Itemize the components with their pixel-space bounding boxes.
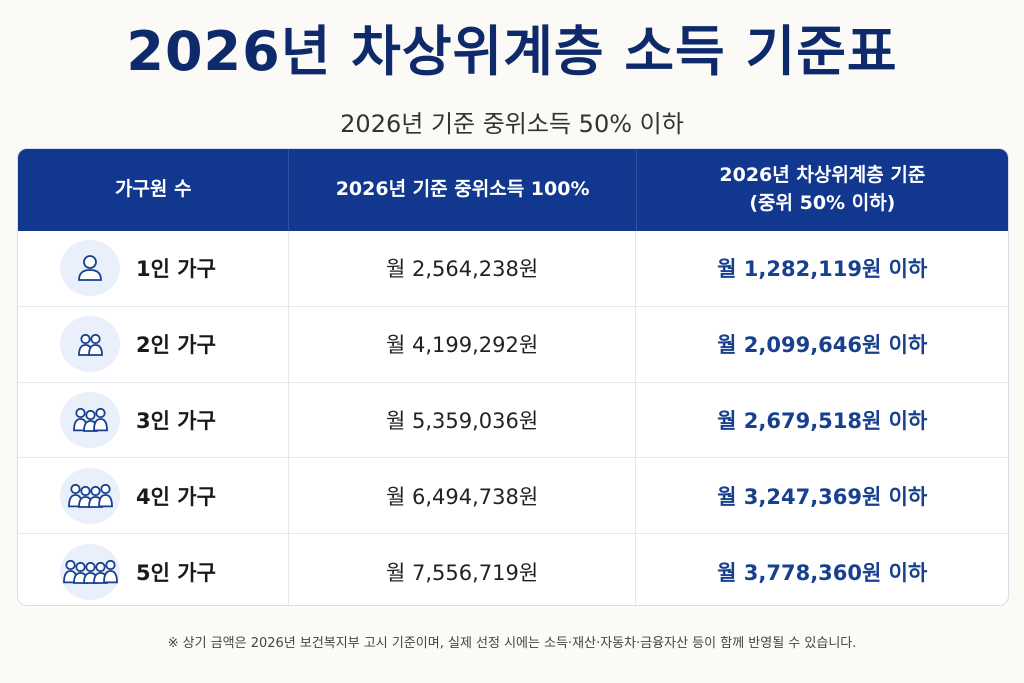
four-people-icon xyxy=(60,467,120,524)
threshold-cell: 월 2,679,518원 이하 xyxy=(636,383,1008,458)
person-icon xyxy=(60,240,120,297)
threshold-value: 월 3,247,369원 이하 xyxy=(717,484,928,509)
median-income-value: 월 2,564,238원 xyxy=(385,257,539,282)
household-label: 1인 가구 xyxy=(136,257,216,282)
header-median-income: 2026년 기준 중위소득 100% xyxy=(289,149,637,231)
threshold-value: 월 2,679,518원 이하 xyxy=(717,408,928,433)
page-title: 2026년 차상위계층 소득 기준표 xyxy=(126,20,898,83)
household-cell: 3인 가구 xyxy=(18,382,289,458)
table-row: 1인 가구 월 2,564,238원 월 1,282,119원 이하 xyxy=(18,231,1008,306)
table-row: 2인 가구 월 4,199,292원 월 2,099,646원 이하 xyxy=(18,305,1008,382)
table-row: 3인 가구 월 5,359,036원 월 2,679,518원 이하 xyxy=(18,381,1008,458)
household-cell: 5인 가구 xyxy=(18,534,289,605)
table-row: 5인 가구 월 7,556,719원 월 3,778,360원 이하 xyxy=(18,533,1008,605)
header-household-size: 가구원 수 xyxy=(18,149,290,231)
median-income-value: 월 6,494,738원 xyxy=(385,484,539,509)
median-cell: 월 2,564,238원 xyxy=(289,231,637,306)
household-label: 3인 가구 xyxy=(136,408,216,433)
household-label: 5인 가구 xyxy=(136,560,216,585)
table-header: 가구원 수 2026년 기준 중위소득 100% 2026년 차상위계층 기준 … xyxy=(18,149,1008,231)
household-cell: 4인 가구 xyxy=(18,458,289,534)
household-label: 2인 가구 xyxy=(136,333,216,358)
threshold-cell: 월 1,282,119원 이하 xyxy=(636,231,1008,306)
two-people-icon xyxy=(60,316,120,373)
median-cell: 월 5,359,036원 xyxy=(289,382,637,458)
median-cell: 월 6,494,738원 xyxy=(289,458,637,534)
household-cell: 1인 가구 xyxy=(18,231,289,306)
threshold-value: 월 3,778,360원 이하 xyxy=(717,560,928,585)
threshold-cell: 월 2,099,646원 이하 xyxy=(636,307,1008,382)
median-cell: 월 7,556,719원 xyxy=(289,534,637,605)
income-table: 가구원 수 2026년 기준 중위소득 100% 2026년 차상위계층 기준 … xyxy=(17,148,1009,606)
threshold-cell: 월 3,778,360원 이하 xyxy=(636,534,1008,605)
page-subtitle: 2026년 기준 중위소득 50% 이하 xyxy=(340,110,684,138)
household-label: 4인 가구 xyxy=(136,484,216,509)
header-threshold: 2026년 차상위계층 기준 (중위 50% 이하) xyxy=(637,149,1008,231)
table-row: 4인 가구 월 6,494,738원 월 3,247,369원 이하 xyxy=(18,457,1008,534)
three-people-icon xyxy=(60,391,120,448)
threshold-value: 월 1,282,119원 이하 xyxy=(717,257,928,282)
five-people-icon xyxy=(60,543,120,600)
household-cell: 2인 가구 xyxy=(18,306,289,382)
threshold-value: 월 2,099,646원 이하 xyxy=(717,333,928,358)
threshold-cell: 월 3,247,369원 이하 xyxy=(636,458,1008,533)
table-body: 1인 가구 월 2,564,238원 월 1,282,119원 이하 2인 가구… xyxy=(18,231,1008,605)
median-income-value: 월 5,359,036원 xyxy=(385,408,539,433)
median-cell: 월 4,199,292원 xyxy=(289,306,637,382)
footnote: ※ 상기 금액은 2026년 보건복지부 고시 기준이며, 실제 선정 시에는 … xyxy=(167,636,857,651)
median-income-value: 월 7,556,719원 xyxy=(385,560,539,585)
header-threshold-line2: (중위 50% 이하) xyxy=(749,192,896,214)
header-threshold-line1: 2026년 차상위계층 기준 xyxy=(719,164,926,187)
median-income-value: 월 4,199,292원 xyxy=(385,333,539,358)
